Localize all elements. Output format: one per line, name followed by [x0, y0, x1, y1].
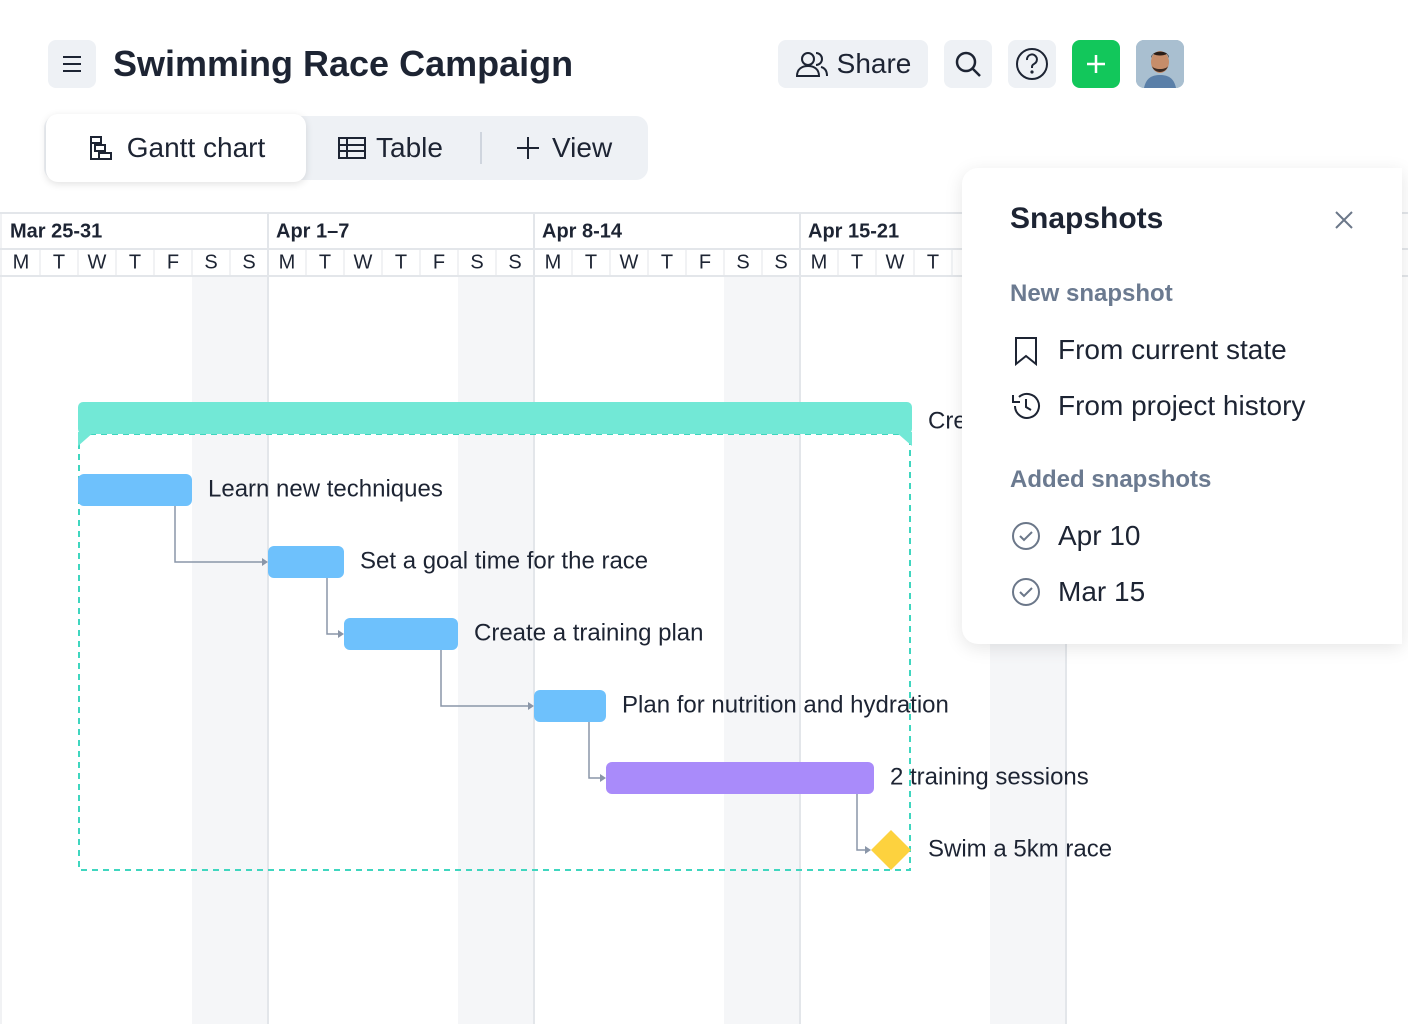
check-icon: [1012, 578, 1040, 606]
task-label: Set a goal time for the race: [360, 547, 648, 574]
dependency-arrow: [588, 722, 604, 779]
help-button[interactable]: [1008, 40, 1056, 88]
task-label: Plan for nutrition and hydration: [622, 691, 949, 718]
day-label: S: [470, 251, 483, 273]
avatar[interactable]: [1136, 40, 1184, 88]
add-icon: [1087, 55, 1105, 73]
arrow-head: [338, 630, 344, 638]
task-bar: [534, 690, 606, 722]
day-label: T: [395, 251, 407, 273]
tab-gantt[interactable]: Gantt chart: [46, 114, 306, 182]
day-label: M: [545, 251, 562, 273]
dependency-arrow: [440, 650, 532, 707]
day-label: S: [242, 251, 255, 273]
week-label: Apr 15-21: [808, 220, 899, 242]
day-label: W: [886, 251, 905, 273]
day-label: W: [88, 251, 107, 273]
day-label: F: [167, 251, 179, 273]
dependency-arrow: [326, 578, 342, 635]
arrow-head: [262, 558, 268, 566]
day-label: S: [774, 251, 787, 273]
arrow-head: [600, 774, 606, 782]
snapshots-panel: Snapshots New snapshot From current stat…: [962, 168, 1402, 644]
day-label: T: [319, 251, 331, 273]
search-icon: [955, 51, 981, 77]
project-title: Swimming Race Campaign: [113, 43, 574, 84]
day-label: W: [354, 251, 373, 273]
day-label: T: [851, 251, 863, 273]
task-bar: [344, 618, 458, 650]
day-label: W: [620, 251, 639, 273]
week-label: Mar 25-31: [10, 220, 102, 242]
share-icon: [795, 52, 828, 77]
snapshot-option[interactable]: From current state: [1058, 334, 1287, 365]
day-label: T: [927, 251, 939, 273]
task-bar: [268, 546, 344, 578]
task-bar: [78, 474, 192, 506]
day-label: F: [699, 251, 711, 273]
task-label: Create a training plan: [474, 619, 703, 646]
weekend-shade: [724, 276, 800, 1024]
close-icon[interactable]: [1334, 210, 1354, 230]
weekend-shade: [458, 276, 534, 1024]
group-bar: [78, 402, 912, 434]
day-label: T: [661, 251, 673, 273]
snapshot-item[interactable]: Apr 10: [1058, 520, 1141, 551]
day-label: S: [736, 251, 749, 273]
day-label: S: [204, 251, 217, 273]
day-label: T: [129, 251, 141, 273]
bookmark-icon: [1015, 337, 1037, 366]
task-bar: [606, 762, 874, 794]
tab-label: Gantt chart: [126, 132, 266, 163]
snapshot-item[interactable]: Mar 15: [1058, 576, 1146, 607]
task-label: Learn new techniques: [208, 475, 443, 502]
tab-add-view[interactable]: View: [516, 128, 612, 168]
day-label: T: [53, 251, 65, 273]
day-label: M: [811, 251, 828, 273]
menu-icon: [63, 56, 81, 72]
search-button[interactable]: [944, 40, 992, 88]
help-icon: [1016, 48, 1048, 80]
menu-button[interactable]: [48, 40, 96, 88]
day-label: T: [585, 251, 597, 273]
day-label: M: [279, 251, 296, 273]
table-icon: [338, 137, 366, 159]
week-label: Apr 8-14: [542, 220, 623, 242]
avatar-image: [1136, 40, 1184, 88]
day-label: M: [13, 251, 30, 273]
arrow-head: [865, 846, 871, 854]
gantt-icon: [89, 136, 112, 160]
plus-icon: [517, 137, 539, 159]
day-label: F: [433, 251, 445, 273]
week-label: Apr 1–7: [276, 220, 349, 242]
snapshot-option[interactable]: From project history: [1058, 390, 1306, 421]
group-outline: [78, 433, 911, 871]
share-label: Share: [836, 48, 912, 79]
history-icon: [1012, 392, 1040, 419]
day-label: S: [508, 251, 521, 273]
dependency-arrow: [856, 794, 869, 851]
milestone: [871, 830, 911, 870]
weekend-shade: [192, 276, 268, 1024]
dependency-arrow: [174, 506, 266, 563]
share-button[interactable]: Share: [778, 40, 928, 88]
tab-table[interactable]: Table: [338, 128, 443, 168]
task-label: Swim a 5km race: [928, 835, 1112, 862]
tab-label: Table: [376, 132, 443, 163]
panel-title: Snapshots: [1010, 202, 1164, 235]
section-heading: New snapshot: [1010, 280, 1173, 307]
tab-divider: [480, 132, 482, 164]
group-label: Cre: [928, 407, 967, 434]
task-label: 2 training sessions: [890, 763, 1089, 790]
add-button[interactable]: [1072, 40, 1120, 88]
arrow-head: [528, 702, 534, 710]
section-heading: Added snapshots: [1010, 466, 1212, 493]
check-icon: [1012, 522, 1040, 550]
tab-label: View: [552, 132, 613, 163]
